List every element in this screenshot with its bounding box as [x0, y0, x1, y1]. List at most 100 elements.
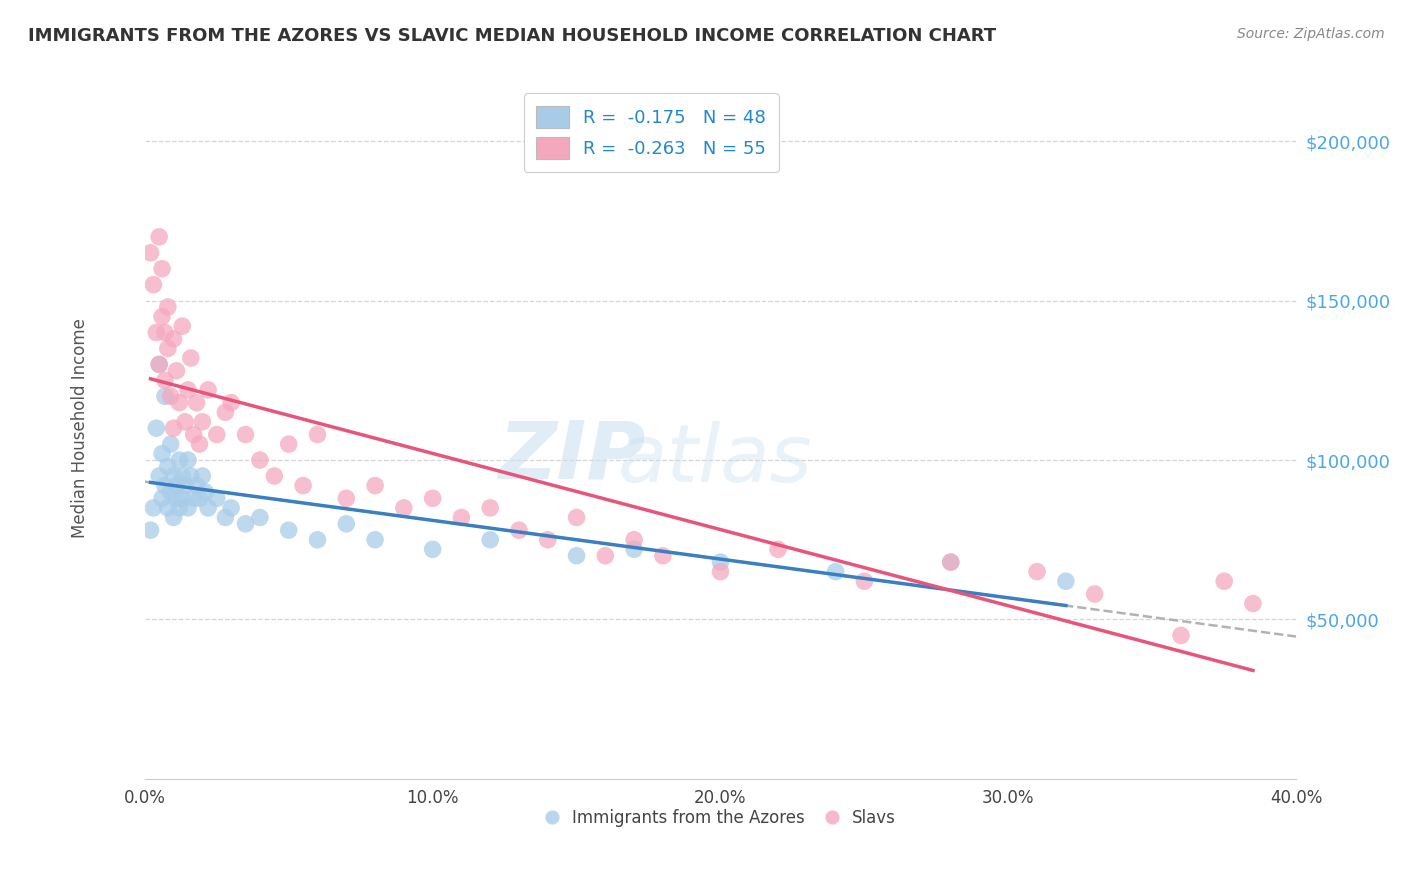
Point [292, 478, 315, 492]
Point [508, 523, 530, 537]
Point [1084, 587, 1107, 601]
Point [162, 332, 184, 346]
Point [159, 485, 181, 500]
Point [191, 469, 214, 483]
Point [153, 389, 176, 403]
Point [1213, 574, 1236, 589]
Point [194, 485, 217, 500]
Point [142, 500, 165, 515]
Point [277, 523, 299, 537]
Point [174, 478, 197, 492]
Point [153, 326, 176, 340]
Point [156, 300, 179, 314]
Point [159, 437, 181, 451]
Point [183, 491, 205, 506]
Point [479, 533, 502, 547]
Point [153, 373, 176, 387]
Point [166, 491, 188, 506]
Point [166, 478, 188, 492]
Point [422, 491, 444, 506]
Point [172, 469, 194, 483]
Point [263, 469, 285, 483]
Point [156, 342, 179, 356]
Point [177, 383, 200, 397]
Point [853, 574, 876, 589]
Point [709, 565, 731, 579]
Point [153, 478, 176, 492]
Point [277, 437, 299, 451]
Point [595, 549, 617, 563]
Point [939, 555, 962, 569]
Point [249, 510, 271, 524]
Point [150, 491, 173, 506]
Point [651, 549, 673, 563]
Point [156, 500, 179, 515]
Point [565, 510, 588, 524]
Point [186, 478, 208, 492]
Point [392, 500, 415, 515]
Point [422, 542, 444, 557]
Text: IMMIGRANTS FROM THE AZORES VS SLAVIC MEDIAN HOUSEHOLD INCOME CORRELATION CHART: IMMIGRANTS FROM THE AZORES VS SLAVIC MED… [28, 27, 997, 45]
Point [177, 500, 200, 515]
Point [364, 533, 387, 547]
Point [307, 427, 329, 442]
Legend: Immigrants from the Azores, Slavs: Immigrants from the Azores, Slavs [538, 803, 903, 834]
Point [235, 516, 257, 531]
Point [1170, 628, 1192, 642]
Point [188, 491, 211, 506]
Point [235, 427, 257, 442]
Point [766, 542, 789, 557]
Point [623, 542, 645, 557]
Point [150, 447, 173, 461]
Point [150, 310, 173, 324]
Point [148, 358, 170, 372]
Point [249, 453, 271, 467]
Point [1026, 565, 1049, 579]
Point [709, 555, 731, 569]
Point [1241, 597, 1264, 611]
Text: atlas: atlas [617, 421, 813, 499]
Point [150, 261, 173, 276]
Point [172, 491, 194, 506]
Point [186, 395, 208, 409]
Point [180, 351, 202, 365]
Point [177, 453, 200, 467]
Point [169, 453, 191, 467]
Point [159, 389, 181, 403]
Text: Source: ZipAtlas.com: Source: ZipAtlas.com [1237, 27, 1385, 41]
Point [205, 491, 228, 506]
Point [156, 459, 179, 474]
Point [162, 421, 184, 435]
Text: ZIP: ZIP [498, 417, 645, 495]
Point [219, 500, 242, 515]
Point [364, 478, 387, 492]
Point [205, 427, 228, 442]
Point [174, 415, 197, 429]
Point [537, 533, 560, 547]
Point [1054, 574, 1077, 589]
Point [623, 533, 645, 547]
Point [939, 555, 962, 569]
Point [479, 500, 502, 515]
Point [142, 277, 165, 292]
Point [145, 421, 167, 435]
Point [191, 415, 214, 429]
Point [197, 383, 219, 397]
Point [214, 510, 236, 524]
Point [166, 364, 188, 378]
Point [169, 500, 191, 515]
Point [162, 469, 184, 483]
Point [188, 437, 211, 451]
Point [219, 395, 242, 409]
Point [169, 395, 191, 409]
Point [214, 405, 236, 419]
Point [180, 469, 202, 483]
Point [450, 510, 472, 524]
Point [148, 469, 170, 483]
Point [824, 565, 846, 579]
Point [139, 523, 162, 537]
Point [197, 500, 219, 515]
Point [162, 510, 184, 524]
Point [148, 358, 170, 372]
Point [148, 230, 170, 244]
